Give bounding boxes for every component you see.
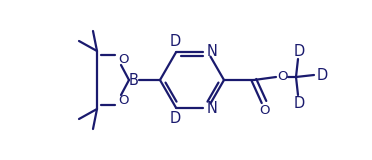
Text: O: O xyxy=(278,69,288,83)
Text: D: D xyxy=(169,111,181,126)
Text: B: B xyxy=(129,72,139,88)
Text: D: D xyxy=(169,34,181,49)
Text: D: D xyxy=(316,68,328,83)
Text: N: N xyxy=(206,44,218,59)
Text: O: O xyxy=(118,95,128,108)
Text: N: N xyxy=(206,101,218,116)
Text: O: O xyxy=(118,52,128,65)
Text: D: D xyxy=(294,44,305,59)
Text: O: O xyxy=(260,104,270,116)
Text: D: D xyxy=(294,96,305,111)
